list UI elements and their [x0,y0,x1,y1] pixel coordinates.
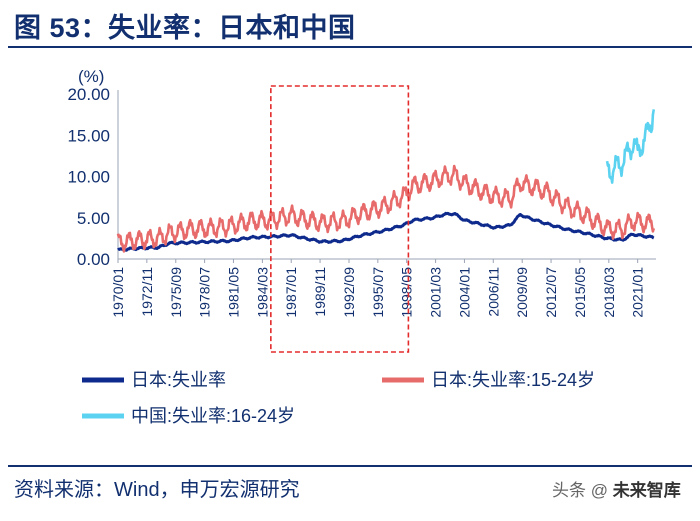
y-axis-unit-label: (%) [78,67,104,86]
watermark-prefix: 头条 [552,481,586,500]
legend: 日本:失业率 日本:失业率:15-24岁 中国:失业率:16-24岁 [82,370,595,426]
y-tick-label: 10.00 [67,168,110,187]
x-tick-label: 1995/07 [370,267,386,318]
watermark: 头条 @ 未来智库 [552,476,681,501]
x-tick-label: 2018/03 [601,267,617,318]
x-tick-label: 1989/11 [312,267,328,317]
source-divider [8,465,692,467]
series-line-0 [117,211,655,252]
watermark-brand: 未来智库 [612,481,681,500]
y-tick-label: 15.00 [67,126,110,145]
legend-label-japan-youth: 日本:失业率:15-24岁 [431,370,595,390]
x-tick-label: 1970/01 [110,267,126,318]
y-tick-label: 20.00 [67,85,110,104]
x-tick-label: 1981/05 [225,267,241,318]
x-tick-label: 1975/09 [168,267,184,318]
x-tick-label: 2021/01 [630,267,646,318]
x-tick-label: 1978/07 [197,267,213,318]
y-tick-label: 5.00 [77,209,110,228]
x-tick-label: 2012/07 [543,267,559,318]
x-tick-label: 2015/05 [572,267,588,318]
series-line-2 [605,109,656,184]
legend-label-china-youth: 中国:失业率:16-24岁 [131,406,295,426]
legend-label-japan-total: 日本:失业率 [131,370,226,390]
x-tick-label: 1984/03 [254,267,270,318]
title-divider [8,46,692,48]
source-note: 资料来源：Wind，申万宏源研究 [14,479,300,501]
highlight-box [270,85,410,353]
y-tick-label: 0.00 [77,250,110,269]
watermark-at: @ [590,481,608,500]
x-tick-label: 2001/03 [428,267,444,318]
x-tick-label: 1992/09 [341,267,357,318]
x-tick-label: 1972/11 [139,267,155,317]
series-layer [116,109,656,253]
x-axis-tick-labels: 1970/01 1972/11 1975/09 1978/07 1981/05 1984/… [110,259,646,318]
x-tick-label: 1987/01 [283,267,299,318]
y-axis-tick-labels: 0.00 5.00 10.00 15.00 20.00 [67,85,110,269]
figure-title: 图 53：失业率：日本和中国 [14,13,356,43]
x-tick-label: 2009/09 [514,267,530,318]
series-line-1 [116,164,656,253]
x-tick-label: 2004/01 [456,267,472,318]
x-tick-label: 2006/11 [485,267,501,317]
x-tick-label: 1998/05 [399,267,415,318]
